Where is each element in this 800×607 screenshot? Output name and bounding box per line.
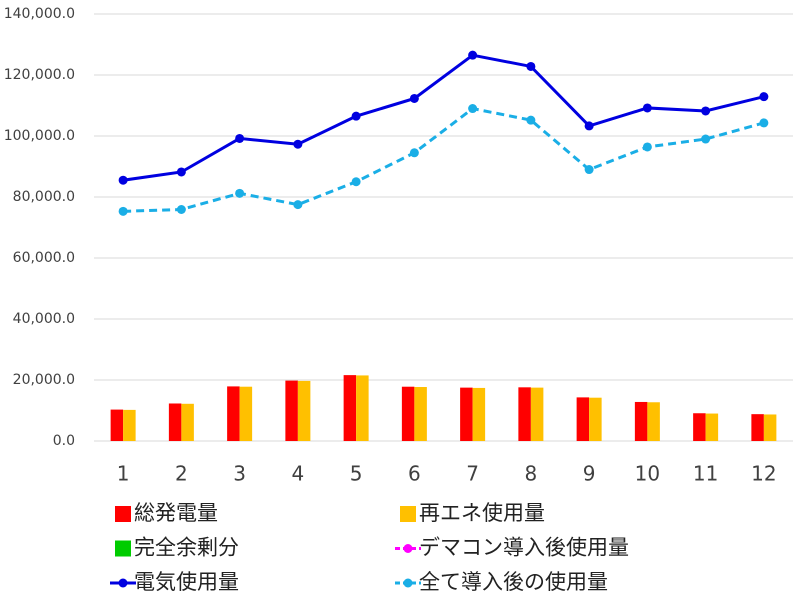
x-tick-label: 4 bbox=[292, 462, 305, 486]
bar bbox=[401, 386, 415, 441]
point bbox=[235, 133, 245, 143]
legend-label: 総発電量 bbox=[134, 501, 218, 525]
bar bbox=[763, 414, 777, 441]
legend-label: 完全余剰分 bbox=[134, 536, 239, 560]
bar bbox=[123, 409, 136, 441]
bar bbox=[576, 397, 590, 441]
x-tick-label: 6 bbox=[408, 462, 421, 486]
y-tick-label: 100,000.0 bbox=[4, 128, 75, 144]
y-tick-label: 140,000.0 bbox=[4, 6, 75, 22]
y-tick-label: 40,000.0 bbox=[13, 311, 75, 327]
bar bbox=[168, 403, 182, 441]
point bbox=[409, 148, 419, 158]
bar bbox=[589, 397, 602, 441]
x-tick-label: 8 bbox=[525, 462, 538, 486]
bar bbox=[460, 387, 473, 441]
legend-dot bbox=[403, 544, 413, 553]
point bbox=[526, 61, 536, 71]
x-tick-label: 1 bbox=[117, 462, 130, 486]
bar bbox=[297, 380, 311, 441]
point bbox=[176, 205, 186, 215]
x-tick-label: 9 bbox=[583, 462, 596, 486]
x-tick-label: 3 bbox=[233, 462, 246, 486]
point bbox=[293, 200, 303, 210]
point bbox=[468, 50, 478, 60]
x-tick-label: 5 bbox=[350, 462, 363, 486]
legend-swatch bbox=[115, 540, 131, 557]
point bbox=[584, 121, 594, 131]
bar bbox=[356, 375, 369, 441]
legend-label: 再エネ使用量 bbox=[419, 501, 545, 525]
legend-label: 電気使用量 bbox=[134, 570, 239, 594]
y-tick-label: 120,000.0 bbox=[4, 67, 75, 83]
bar bbox=[647, 402, 660, 441]
bar bbox=[751, 414, 764, 441]
x-tick-label: 2 bbox=[175, 462, 188, 486]
point bbox=[759, 118, 769, 128]
point bbox=[642, 142, 652, 152]
line bbox=[123, 106, 765, 213]
bar bbox=[239, 386, 253, 441]
point bbox=[759, 92, 769, 102]
bar bbox=[518, 387, 531, 441]
bar bbox=[634, 401, 648, 441]
x-tick-label: 11 bbox=[693, 462, 718, 486]
point bbox=[118, 206, 128, 216]
point bbox=[701, 134, 711, 144]
bar bbox=[285, 380, 298, 441]
legend-label: デマコン導入後使用量 bbox=[419, 536, 629, 560]
legend-swatch bbox=[115, 506, 131, 522]
point bbox=[351, 111, 361, 121]
x-tick-label: 12 bbox=[751, 462, 776, 486]
bar bbox=[110, 409, 124, 441]
point bbox=[118, 175, 128, 185]
point bbox=[176, 167, 186, 177]
legend-label: 全て導入後の使用量 bbox=[419, 570, 608, 594]
point bbox=[293, 139, 303, 149]
x-tick-label: 7 bbox=[466, 462, 479, 486]
bar bbox=[414, 387, 427, 441]
line bbox=[122, 53, 765, 182]
legend-swatch bbox=[400, 506, 416, 522]
bar bbox=[693, 413, 706, 441]
point bbox=[642, 103, 652, 113]
point bbox=[584, 165, 594, 175]
y-tick-label: 20,000.0 bbox=[13, 372, 75, 388]
bar bbox=[705, 413, 719, 441]
point bbox=[409, 93, 419, 103]
point bbox=[235, 188, 245, 198]
point bbox=[526, 115, 536, 125]
point bbox=[468, 104, 478, 114]
x-tick-label: 10 bbox=[635, 462, 660, 486]
bar bbox=[227, 386, 240, 441]
legend-dot bbox=[118, 578, 128, 588]
y-tick-label: 80,000.0 bbox=[13, 189, 75, 205]
y-tick-label: 0.0 bbox=[53, 433, 75, 449]
bar bbox=[530, 387, 544, 441]
point bbox=[701, 106, 711, 116]
legend-dot bbox=[403, 578, 413, 588]
bar bbox=[472, 387, 486, 441]
y-tick-label: 60,000.0 bbox=[13, 250, 75, 266]
bar bbox=[181, 403, 194, 441]
bar bbox=[343, 375, 357, 441]
point bbox=[351, 177, 361, 187]
